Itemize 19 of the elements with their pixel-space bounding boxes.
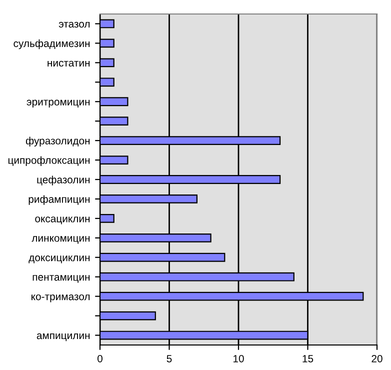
y-tick-label: цефазолин bbox=[37, 176, 90, 186]
y-tick-label: этазол bbox=[58, 22, 90, 28]
x-tick-label: 20 bbox=[372, 354, 382, 362]
y-tick-label: сульфадимезин bbox=[14, 39, 90, 50]
y-tick-label: пентамицин bbox=[32, 275, 90, 283]
y-tick-label: ампицилин bbox=[36, 333, 90, 342]
y-tick-label: ко-тримазол bbox=[32, 294, 90, 302]
x-tick-label: 5 bbox=[166, 355, 172, 362]
x-tick-label: 15 bbox=[302, 355, 314, 362]
y-tick-label: нистатин bbox=[48, 60, 90, 67]
y-tick-label: оксациклин bbox=[35, 216, 90, 224]
y-tick-label: ципрофлоксацин bbox=[8, 156, 90, 166]
y-tick-label: линкомицин bbox=[32, 236, 90, 244]
x-tick-label: 0 bbox=[98, 354, 102, 362]
x-tick-label: 10 bbox=[234, 354, 244, 362]
y-tick-label: доксициклин bbox=[28, 256, 90, 264]
y-tick-label: эритромицин bbox=[26, 100, 90, 108]
y-tick-label: фуразолидон bbox=[26, 136, 90, 146]
y-tick-label: рифампицин bbox=[28, 195, 90, 205]
